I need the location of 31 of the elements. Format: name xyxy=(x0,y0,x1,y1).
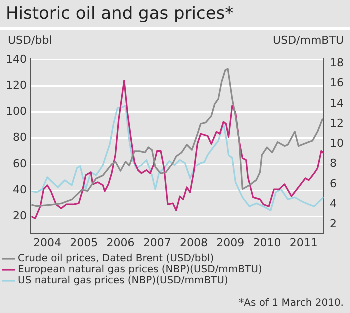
y2-tick-label: 8 xyxy=(330,157,338,170)
x-tick-label: 2010 xyxy=(253,236,282,250)
x-tick-label: 2007 xyxy=(143,236,172,250)
text: *As of 1 March 2010. xyxy=(239,298,344,309)
x-tick-label: 2006 xyxy=(106,236,135,250)
y2-tick-label: 14 xyxy=(330,96,344,110)
legend-label: Crude oil prices, Dated Brent (USD/bbl) xyxy=(18,254,214,265)
y-tick-label: 80 xyxy=(12,131,27,144)
legend-label: European natural gas prices (NBP)(USD/mmBTU) xyxy=(18,264,262,276)
x-tick-label: 2008 xyxy=(180,236,208,250)
y-tick-label: 40 xyxy=(12,184,27,197)
x-tick-label: 2004 xyxy=(33,236,62,250)
y-tick-label: 120 xyxy=(6,78,27,92)
y2-tick-label: 4 xyxy=(330,197,338,210)
y-tick-label: 140 xyxy=(6,52,27,66)
y2-tick-label: 12 xyxy=(330,116,344,130)
y-axis-title: USD/bbl xyxy=(8,34,52,48)
y-tick-label: 20 xyxy=(12,210,27,223)
y2-tick-label: 16 xyxy=(330,76,344,90)
chart-title: Historic oil and gas prices* xyxy=(0,0,350,30)
x-tick-label: 2011 xyxy=(290,236,318,250)
x-tick-label: 2009 xyxy=(216,236,245,250)
y-tick-label: 60 xyxy=(12,157,27,170)
legend-label: US natural gas prices (NBP)(USD/mmBTU) xyxy=(18,276,228,287)
y2-tick-label: 10 xyxy=(330,137,344,150)
y-tick-label: 100 xyxy=(6,105,27,118)
y2-tick-label: 2 xyxy=(330,218,338,231)
y2-tick-label: 6 xyxy=(330,177,338,190)
y2-axis-title: USD/mmBTU xyxy=(273,34,344,48)
x-tick-label: 2005 xyxy=(70,236,98,250)
y2-tick-label: 18 xyxy=(330,56,344,70)
